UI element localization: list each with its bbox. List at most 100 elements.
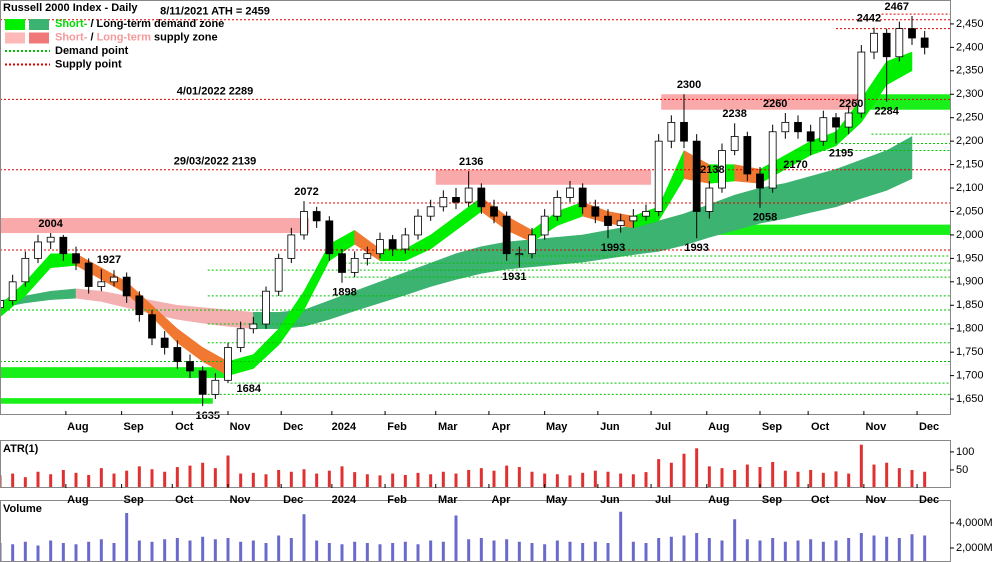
bar — [733, 519, 737, 562]
labels: 8/11/2021 ATH = 2459 4/01/2022 2289 29/03/… — [3, 1, 909, 515]
candle-body — [743, 136, 752, 175]
candle-body — [186, 361, 194, 372]
candle-body — [515, 253, 524, 256]
bar — [87, 541, 91, 562]
legend-text: Short- — [55, 18, 88, 30]
candle-body — [148, 314, 156, 339]
x-tick-label: Dec — [283, 494, 303, 506]
bar — [289, 538, 293, 562]
bar — [872, 464, 876, 488]
x-tick-label: Sep — [762, 421, 782, 433]
bar — [49, 474, 53, 488]
candle-body — [819, 117, 828, 142]
legend-label: Demand point — [55, 45, 129, 57]
x-tick-label: Feb — [387, 494, 407, 506]
bar — [277, 469, 281, 488]
y-tick-label: 4,000M — [956, 517, 993, 529]
candle-body — [794, 121, 802, 133]
price-label: 2170 — [783, 159, 807, 171]
bar — [847, 473, 851, 488]
panel-title: Volume — [3, 503, 42, 515]
candle-body — [680, 121, 688, 142]
legend-swatch — [29, 19, 49, 30]
bar — [479, 538, 483, 562]
bar — [175, 538, 179, 562]
price-label: 2442 — [857, 13, 881, 25]
x-tick-label: Jul — [655, 494, 671, 506]
bar — [897, 468, 901, 488]
bar — [467, 469, 471, 488]
candle-body — [122, 276, 131, 297]
bar — [517, 467, 521, 488]
candle-body — [920, 37, 929, 48]
candle-body — [452, 197, 460, 203]
bar — [315, 473, 319, 488]
price-label: 1931 — [502, 271, 526, 283]
y-tick-label: 1,900 — [956, 276, 984, 288]
bar — [821, 472, 825, 488]
y-tick-label: 2,100 — [956, 182, 984, 194]
bar — [568, 541, 572, 562]
candle-body — [211, 379, 220, 395]
price-label: 1898 — [332, 287, 356, 299]
y-tick-label: 2,200 — [956, 135, 984, 147]
candle-body — [768, 131, 777, 189]
legend-text: Short- — [55, 31, 88, 43]
price-label: 1927 — [97, 254, 121, 266]
candle-body — [363, 253, 372, 259]
supply-zones — [0, 218, 310, 234]
y-tick-label: 2,000M — [956, 542, 993, 554]
bar — [923, 471, 927, 488]
candle-body — [857, 51, 866, 114]
y-tick-label: 100 — [956, 446, 974, 458]
bar — [213, 468, 217, 488]
candle-body — [781, 121, 790, 133]
bar — [910, 534, 914, 562]
bar — [441, 471, 445, 488]
x-tick-label: Feb — [387, 421, 407, 433]
candle-body — [591, 206, 600, 217]
level-label: 8/11/2021 ATH = 2459 — [160, 6, 270, 18]
candle-body — [198, 370, 207, 395]
long-term-zone — [810, 168, 837, 213]
y-tick-label: 2,300 — [956, 88, 984, 100]
candle-body — [59, 236, 68, 255]
bar — [631, 474, 635, 488]
x-tick-label: 2024 — [332, 494, 357, 506]
price-label: 2058 — [753, 212, 777, 224]
bar — [606, 471, 610, 488]
bar — [365, 543, 369, 562]
candle-body — [832, 117, 840, 128]
y-tick-label: 50 — [956, 464, 968, 476]
x-tick-label: Aug — [67, 494, 88, 506]
x-tick-label: 2024 — [332, 421, 357, 433]
bar — [809, 539, 813, 562]
candle-body — [439, 197, 448, 208]
candle-body — [477, 187, 486, 208]
candle-body — [578, 187, 587, 208]
x-tick-label: Aug — [708, 421, 729, 433]
bar — [239, 541, 243, 562]
legend-swatch — [5, 32, 25, 44]
bar — [125, 470, 129, 488]
bar — [99, 539, 103, 562]
candle-body — [388, 239, 397, 250]
candle-body — [110, 276, 118, 283]
bar — [226, 455, 230, 488]
bar — [530, 543, 534, 562]
bar — [707, 538, 711, 562]
bar — [429, 540, 433, 562]
bar — [365, 474, 369, 488]
x-tick-label: May — [546, 421, 568, 433]
bar — [226, 538, 230, 562]
candle-body — [325, 220, 334, 255]
price-label: 1993 — [601, 242, 625, 254]
bar — [112, 473, 116, 488]
bar — [745, 539, 749, 562]
price-label: 2136 — [459, 156, 483, 168]
bar — [619, 473, 623, 488]
candle-body — [34, 241, 42, 259]
panel-frame — [0, 0, 951, 415]
levels — [0, 13, 950, 395]
